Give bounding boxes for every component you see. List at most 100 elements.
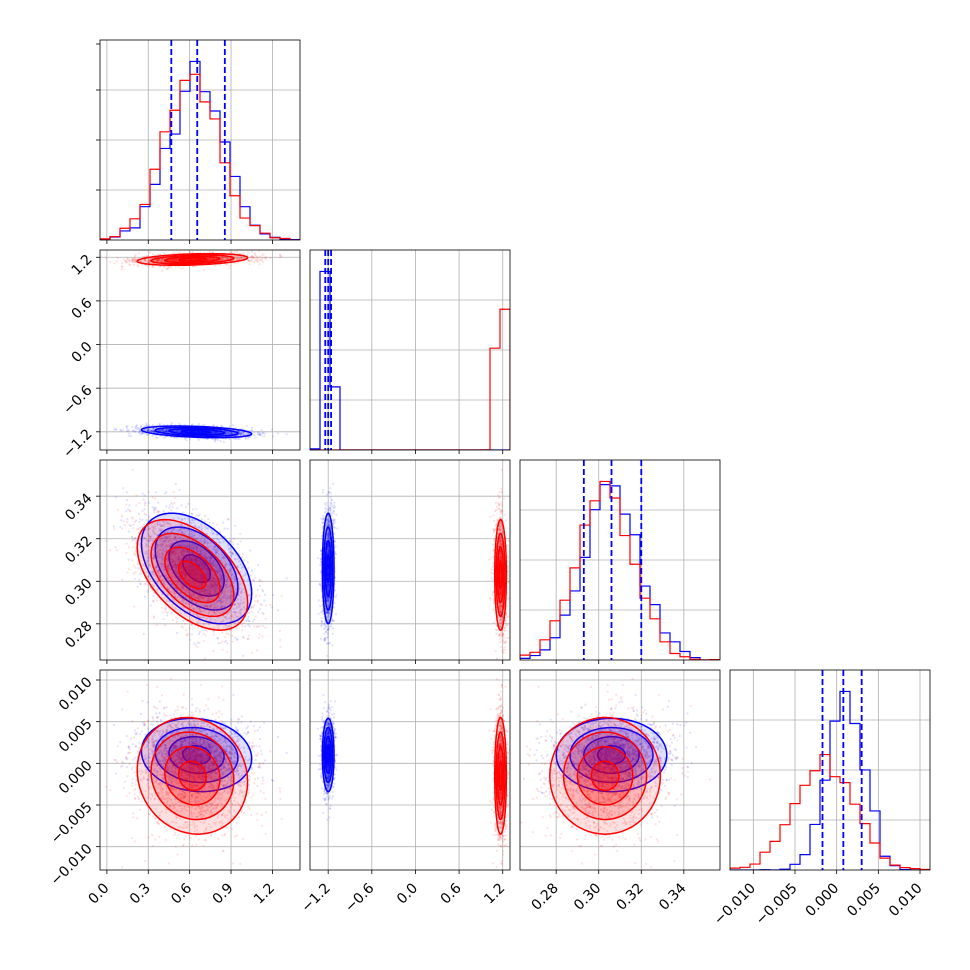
sample-point xyxy=(239,433,242,436)
sample-point xyxy=(258,263,261,266)
sample-point xyxy=(210,563,213,566)
sample-point xyxy=(226,431,229,434)
sample-point xyxy=(167,569,170,572)
sample-point xyxy=(172,259,175,262)
sample-point xyxy=(220,257,223,260)
sample-point xyxy=(211,584,215,587)
sample-point xyxy=(194,545,198,548)
sample-point xyxy=(169,259,172,262)
sample-point xyxy=(220,257,223,260)
sample-point xyxy=(174,258,178,261)
sample-point xyxy=(146,433,149,437)
sample-point xyxy=(209,578,213,581)
sample-point xyxy=(173,436,177,439)
sample-point xyxy=(139,427,142,430)
sample-point xyxy=(200,527,203,530)
sample-point xyxy=(239,257,242,260)
sample-point xyxy=(190,251,193,254)
sample-point xyxy=(161,563,164,566)
sample-point xyxy=(197,574,200,577)
sample-point xyxy=(205,571,209,575)
sample-point xyxy=(174,429,177,432)
sample-point xyxy=(247,259,250,262)
sample-point xyxy=(143,504,147,507)
contour-line xyxy=(177,257,208,262)
sample-point xyxy=(203,588,206,591)
sample-point xyxy=(191,534,194,538)
sample-point xyxy=(208,257,211,260)
sample-point xyxy=(258,250,261,252)
sample-point xyxy=(173,258,176,261)
sample-point xyxy=(191,508,195,511)
sample-point xyxy=(180,430,183,433)
sample-point xyxy=(226,257,229,260)
sample-point xyxy=(203,657,206,660)
sample-point xyxy=(214,431,217,434)
sample-point xyxy=(162,509,165,513)
sample-point xyxy=(153,430,156,434)
sample-point xyxy=(246,561,249,564)
sample-point xyxy=(182,581,186,584)
sample-point xyxy=(239,582,242,586)
sample-point xyxy=(152,430,155,433)
sample-point xyxy=(219,440,222,443)
sample-point xyxy=(264,257,267,260)
sample-point xyxy=(159,429,163,432)
sample-point xyxy=(162,617,165,621)
sample-point xyxy=(160,260,164,263)
sample-point xyxy=(210,431,213,434)
sample-point xyxy=(225,432,229,435)
sample-point xyxy=(227,518,230,521)
sample-point xyxy=(255,254,258,258)
sample-point xyxy=(142,564,145,567)
histogram-series-1 xyxy=(310,308,510,450)
sample-point xyxy=(204,609,207,613)
sample-point xyxy=(199,549,202,553)
sample-point xyxy=(163,607,166,610)
sample-point xyxy=(209,250,212,253)
sample-point xyxy=(170,571,173,574)
sample-point xyxy=(146,264,149,268)
sample-point xyxy=(161,429,164,433)
sample-point xyxy=(158,429,161,432)
sample-point xyxy=(181,552,184,556)
sample-point xyxy=(246,253,249,257)
contour-line xyxy=(168,428,225,436)
sample-point xyxy=(217,642,220,645)
sample-point xyxy=(159,429,162,433)
sample-point xyxy=(231,551,234,554)
sample-point xyxy=(189,611,192,614)
sample-point xyxy=(139,430,142,433)
sample-point xyxy=(215,431,218,434)
sample-point xyxy=(171,506,174,509)
sample-point xyxy=(168,504,172,507)
sample-point xyxy=(158,422,161,425)
sample-point xyxy=(128,432,131,435)
sample-point xyxy=(213,431,216,435)
sample-point xyxy=(251,255,254,258)
sample-point xyxy=(224,587,227,590)
sample-point xyxy=(192,582,195,585)
sample-point xyxy=(127,263,131,266)
sample-point xyxy=(248,625,251,628)
sample-point xyxy=(213,548,216,551)
sample-point xyxy=(132,260,135,263)
sample-point xyxy=(190,599,193,602)
sample-point xyxy=(127,558,130,561)
sample-point xyxy=(112,525,116,528)
sample-point xyxy=(250,259,253,262)
sample-point xyxy=(248,259,251,262)
sample-point xyxy=(219,558,223,562)
sample-point xyxy=(240,595,243,599)
sample-point xyxy=(195,547,198,550)
sample-point xyxy=(170,542,173,545)
sample-point xyxy=(247,623,250,627)
sample-point xyxy=(134,259,137,262)
sample-point xyxy=(200,610,204,613)
sample-point xyxy=(145,432,148,436)
sample-point xyxy=(198,548,201,552)
sample-point xyxy=(195,606,198,609)
sample-point xyxy=(215,523,219,526)
sample-point xyxy=(200,590,204,593)
sample-point xyxy=(226,257,229,260)
